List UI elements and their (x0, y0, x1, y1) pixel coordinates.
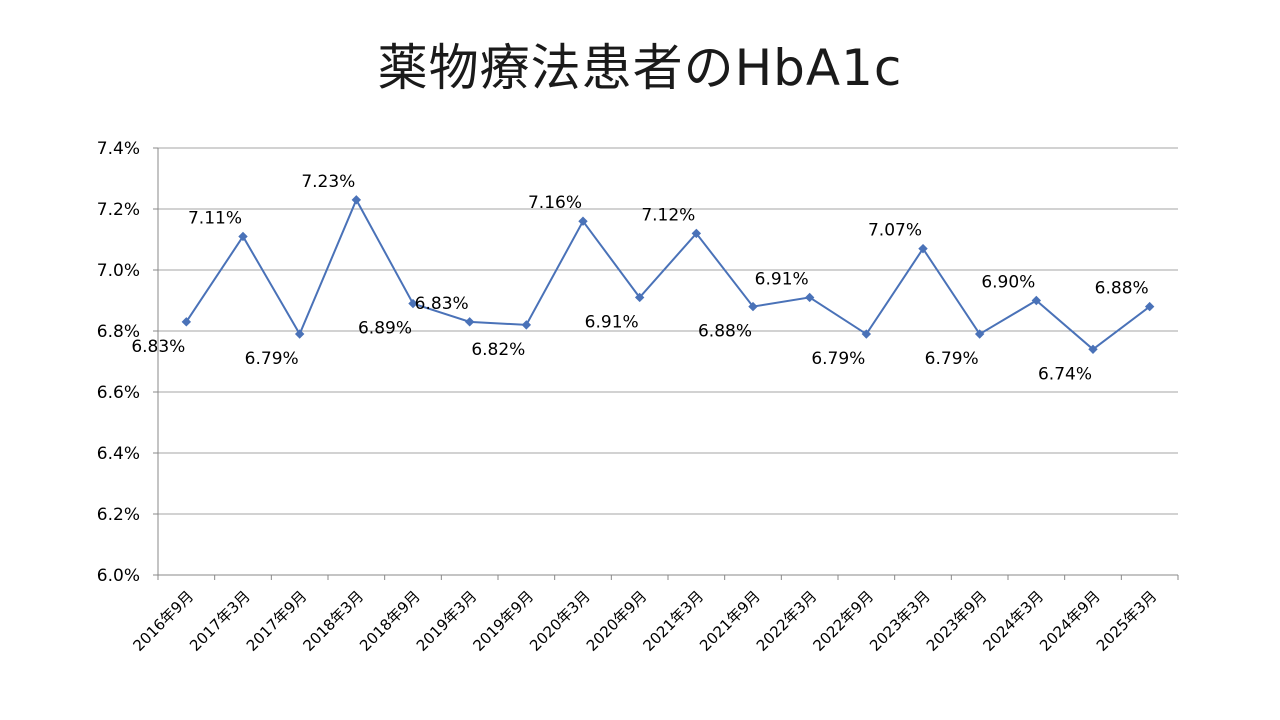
data-point-marker (634, 292, 645, 303)
axes (153, 147, 1179, 580)
y-tick-label: 7.0% (97, 261, 140, 281)
data-label: 6.91% (585, 312, 639, 332)
x-tick-label: 2020年3月 (526, 587, 594, 655)
data-point-marker (1144, 301, 1155, 312)
data-point-marker (521, 320, 532, 330)
data-label: 6.79% (811, 349, 865, 369)
data-label: 6.91% (755, 269, 809, 289)
data-label: 6.83% (415, 294, 469, 314)
x-tick-label: 2022年3月 (753, 587, 821, 655)
series (181, 195, 1155, 355)
y-tick-label: 6.6% (97, 383, 140, 403)
data-label: 7.23% (301, 172, 355, 192)
x-tick-label: 2024年9月 (1036, 587, 1104, 655)
x-tick-label: 2016年9月 (129, 587, 197, 655)
grid-lines (158, 147, 1178, 515)
data-label: 6.88% (1095, 279, 1149, 299)
data-point-marker (578, 216, 588, 226)
x-tick-label: 2025年3月 (1093, 587, 1161, 655)
x-tick-label: 2021年9月 (696, 587, 764, 655)
x-tick-label: 2017年9月 (243, 587, 311, 655)
data-point-marker (974, 329, 985, 339)
y-tick-label: 7.2% (97, 200, 140, 220)
x-tick-label: 2017年3月 (186, 587, 254, 655)
y-tick-labels: 6.0% 6.2% 6.4% 6.6% 6.8% 7.0% 7.2% 7.4% (97, 139, 140, 586)
data-point-marker (691, 228, 702, 239)
data-label: 6.79% (925, 349, 979, 369)
x-tick-label: 2020年9月 (583, 587, 651, 655)
data-label: 6.83% (131, 337, 185, 357)
data-label: 7.07% (868, 221, 922, 241)
x-tick-label: 2019年9月 (469, 587, 537, 655)
data-point-marker (748, 301, 758, 312)
chart-title: 薬物療法患者のHbA1c (377, 39, 903, 97)
data-label: 7.11% (188, 208, 242, 228)
x-tick-label: 2024年3月 (979, 587, 1047, 655)
data-label: 6.88% (698, 322, 752, 342)
x-tick-labels: 2016年9月2017年3月2017年9月2018年3月2018年9月2019年… (129, 587, 1160, 655)
x-tick-label: 2018年3月 (299, 587, 367, 655)
data-point-marker (1031, 295, 1042, 306)
data-point-marker (408, 298, 418, 309)
y-tick-label: 6.8% (97, 322, 140, 342)
data-point-marker (1088, 344, 1098, 355)
y-tick-label: 6.0% (97, 566, 140, 586)
y-tick-label: 7.4% (97, 139, 140, 159)
data-label: 6.79% (245, 349, 299, 369)
x-tick-label: 2018年9月 (356, 587, 424, 655)
y-tick-label: 6.4% (97, 444, 140, 464)
data-label: 7.16% (528, 193, 582, 213)
x-tick-label: 2023年3月 (866, 587, 934, 655)
y-tick-label: 6.2% (97, 505, 140, 525)
data-label: 7.12% (641, 205, 695, 225)
data-point-marker (918, 243, 928, 254)
data-point-marker (238, 231, 248, 242)
data-point-marker (804, 292, 815, 303)
x-tick-label: 2021年3月 (639, 587, 707, 655)
data-point-marker (351, 195, 362, 205)
x-tick-label: 2022年9月 (809, 587, 877, 655)
data-labels: 6.83%7.11%6.79%7.23%6.89%6.83%6.82%7.16%… (131, 172, 1148, 384)
data-label: 6.82% (471, 340, 525, 360)
data-label: 6.74% (1038, 364, 1092, 384)
x-tick-label: 2023年9月 (923, 587, 991, 655)
data-label: 6.90% (981, 273, 1035, 293)
data-point-marker (294, 329, 305, 339)
data-point-marker (464, 317, 475, 327)
data-point-marker (181, 317, 192, 327)
data-point-marker (861, 329, 872, 339)
data-label: 6.89% (358, 319, 412, 339)
x-tick-label: 2019年3月 (413, 587, 481, 655)
series-line (185, 197, 1151, 351)
